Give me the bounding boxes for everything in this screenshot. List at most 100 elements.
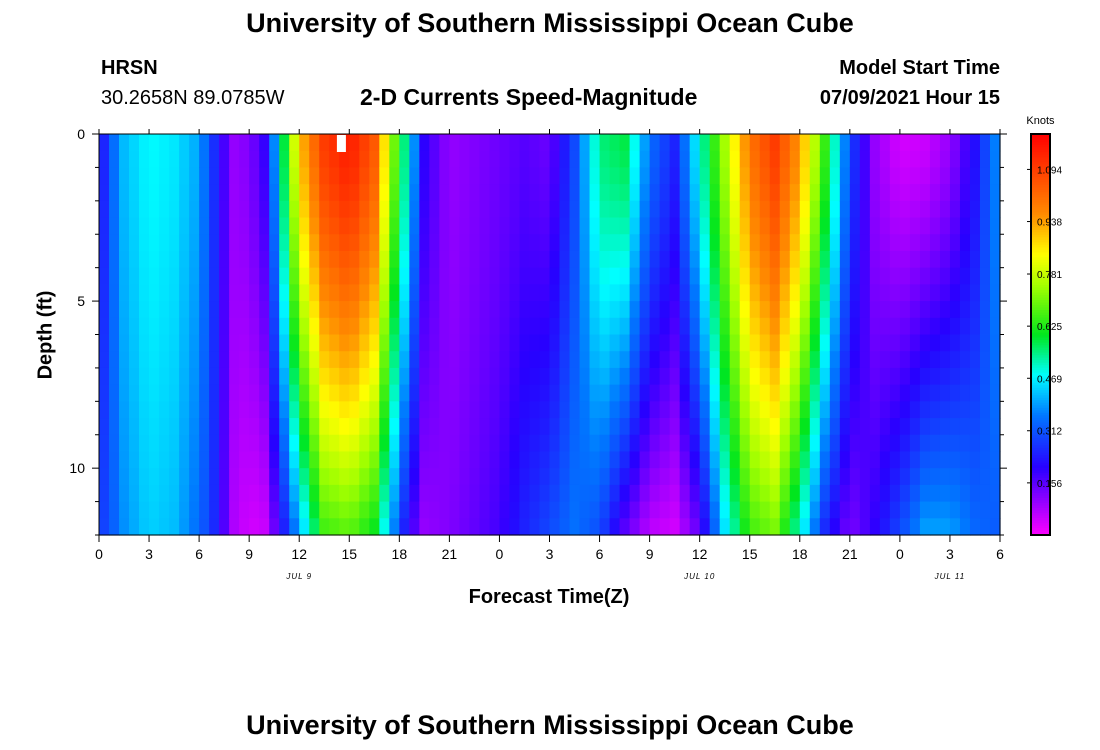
heatmap-cell [139,451,150,469]
heatmap-cell [749,501,761,519]
colorbar-segment [1031,482,1050,486]
heatmap-cell [359,334,370,352]
heatmap-cell [529,184,541,202]
heatmap-cell [329,384,340,402]
heatmap-cell [279,250,290,269]
heatmap-cell [899,468,911,486]
heatmap-cell [219,267,230,285]
heatmap-cell [799,351,811,369]
heatmap-cell [959,418,971,436]
heatmap-cell [289,250,300,269]
heatmap-cell [119,284,130,302]
heatmap-cell [629,334,641,352]
heatmap-cell [469,501,481,519]
heatmap-cell [179,250,190,269]
heatmap-cell [429,301,440,319]
heatmap-cell [979,150,991,169]
heatmap-cell [159,150,170,169]
heatmap-cell [199,418,210,436]
colorbar-segment [1031,499,1050,504]
heatmap-cell [149,384,160,402]
heatmap-cell [569,200,581,219]
heatmap-cell [229,351,240,369]
colorbar-segment [1031,276,1050,280]
heatmap-cell [739,468,751,486]
heatmap-cell [769,284,781,302]
heatmap-cell [449,150,460,169]
heatmap-cell [479,501,491,519]
heatmap-cell [279,134,290,152]
heatmap-cell [99,200,110,219]
heatmap-cell [229,518,240,536]
heatmap-cell [319,217,330,235]
colorbar-segment [1031,219,1050,223]
heatmap-cell [549,167,561,185]
heatmap-cell [909,184,921,202]
heatmap-cell [189,234,200,252]
heatmap-cell [609,468,621,486]
heatmap-cell [579,418,591,436]
heatmap-cell [989,401,1001,419]
heatmap-cell [679,134,691,152]
heatmap-cell [109,317,120,336]
heatmap-cell [299,234,310,252]
heatmap-cell [619,150,631,169]
heatmap-cell [729,134,741,152]
heatmap-cell [859,301,871,319]
heatmap-cell [689,468,701,486]
heatmap-cell [769,384,781,402]
heatmap-cell [199,334,210,352]
heatmap-cell [589,501,601,519]
colorbar-segment [1031,409,1050,413]
heatmap-cell [159,451,170,469]
heatmap-cell [99,217,110,235]
colorbar-segment [1031,352,1050,356]
colorbar-segment [1031,296,1050,301]
heatmap-cell [969,351,981,369]
heatmap-cell [269,134,280,152]
heatmap-cell [929,234,941,252]
heatmap-cell [469,267,481,285]
heatmap-cell [709,267,721,285]
heatmap-cell [709,334,721,352]
heatmap-cell [389,418,400,436]
heatmap-cell [729,334,741,352]
heatmap-cell [299,501,310,519]
heatmap-cell [129,317,140,336]
heatmap-cell [299,418,310,436]
heatmap-cell [969,418,981,436]
heatmap-cell [259,351,270,369]
heatmap-cell [139,200,150,219]
heatmap-cell [279,267,290,285]
heatmap-cell [319,284,330,302]
heatmap-cell [99,317,110,336]
heatmap-cell [979,384,991,402]
heatmap-cell [819,434,831,453]
heatmap-cell [739,418,751,436]
colorbar-segment [1031,417,1050,421]
heatmap-cell [699,167,711,185]
heatmap-cell [99,384,110,402]
heatmap-cell [889,250,901,269]
heatmap-cell [829,317,841,336]
heatmap-cell [309,367,320,386]
heatmap-cell [479,484,491,503]
heatmap-cell [389,267,400,285]
heatmap-cell [459,451,471,469]
heatmap-cell [139,401,150,419]
heatmap-cell [299,401,310,419]
heatmap-cell [99,284,110,302]
heatmap-cell [909,317,921,336]
heatmap-cell [429,367,440,386]
heatmap-cell [729,451,741,469]
heatmap-cell [419,401,430,419]
heatmap-cell [449,234,460,252]
heatmap-cell [319,234,330,252]
heatmap-cell [729,418,741,436]
heatmap-cell [209,234,220,252]
heatmap-cell [629,451,641,469]
heatmap-cell [279,150,290,169]
heatmap-cell [339,484,350,503]
heatmap-cell [209,150,220,169]
heatmap-cell [749,284,761,302]
